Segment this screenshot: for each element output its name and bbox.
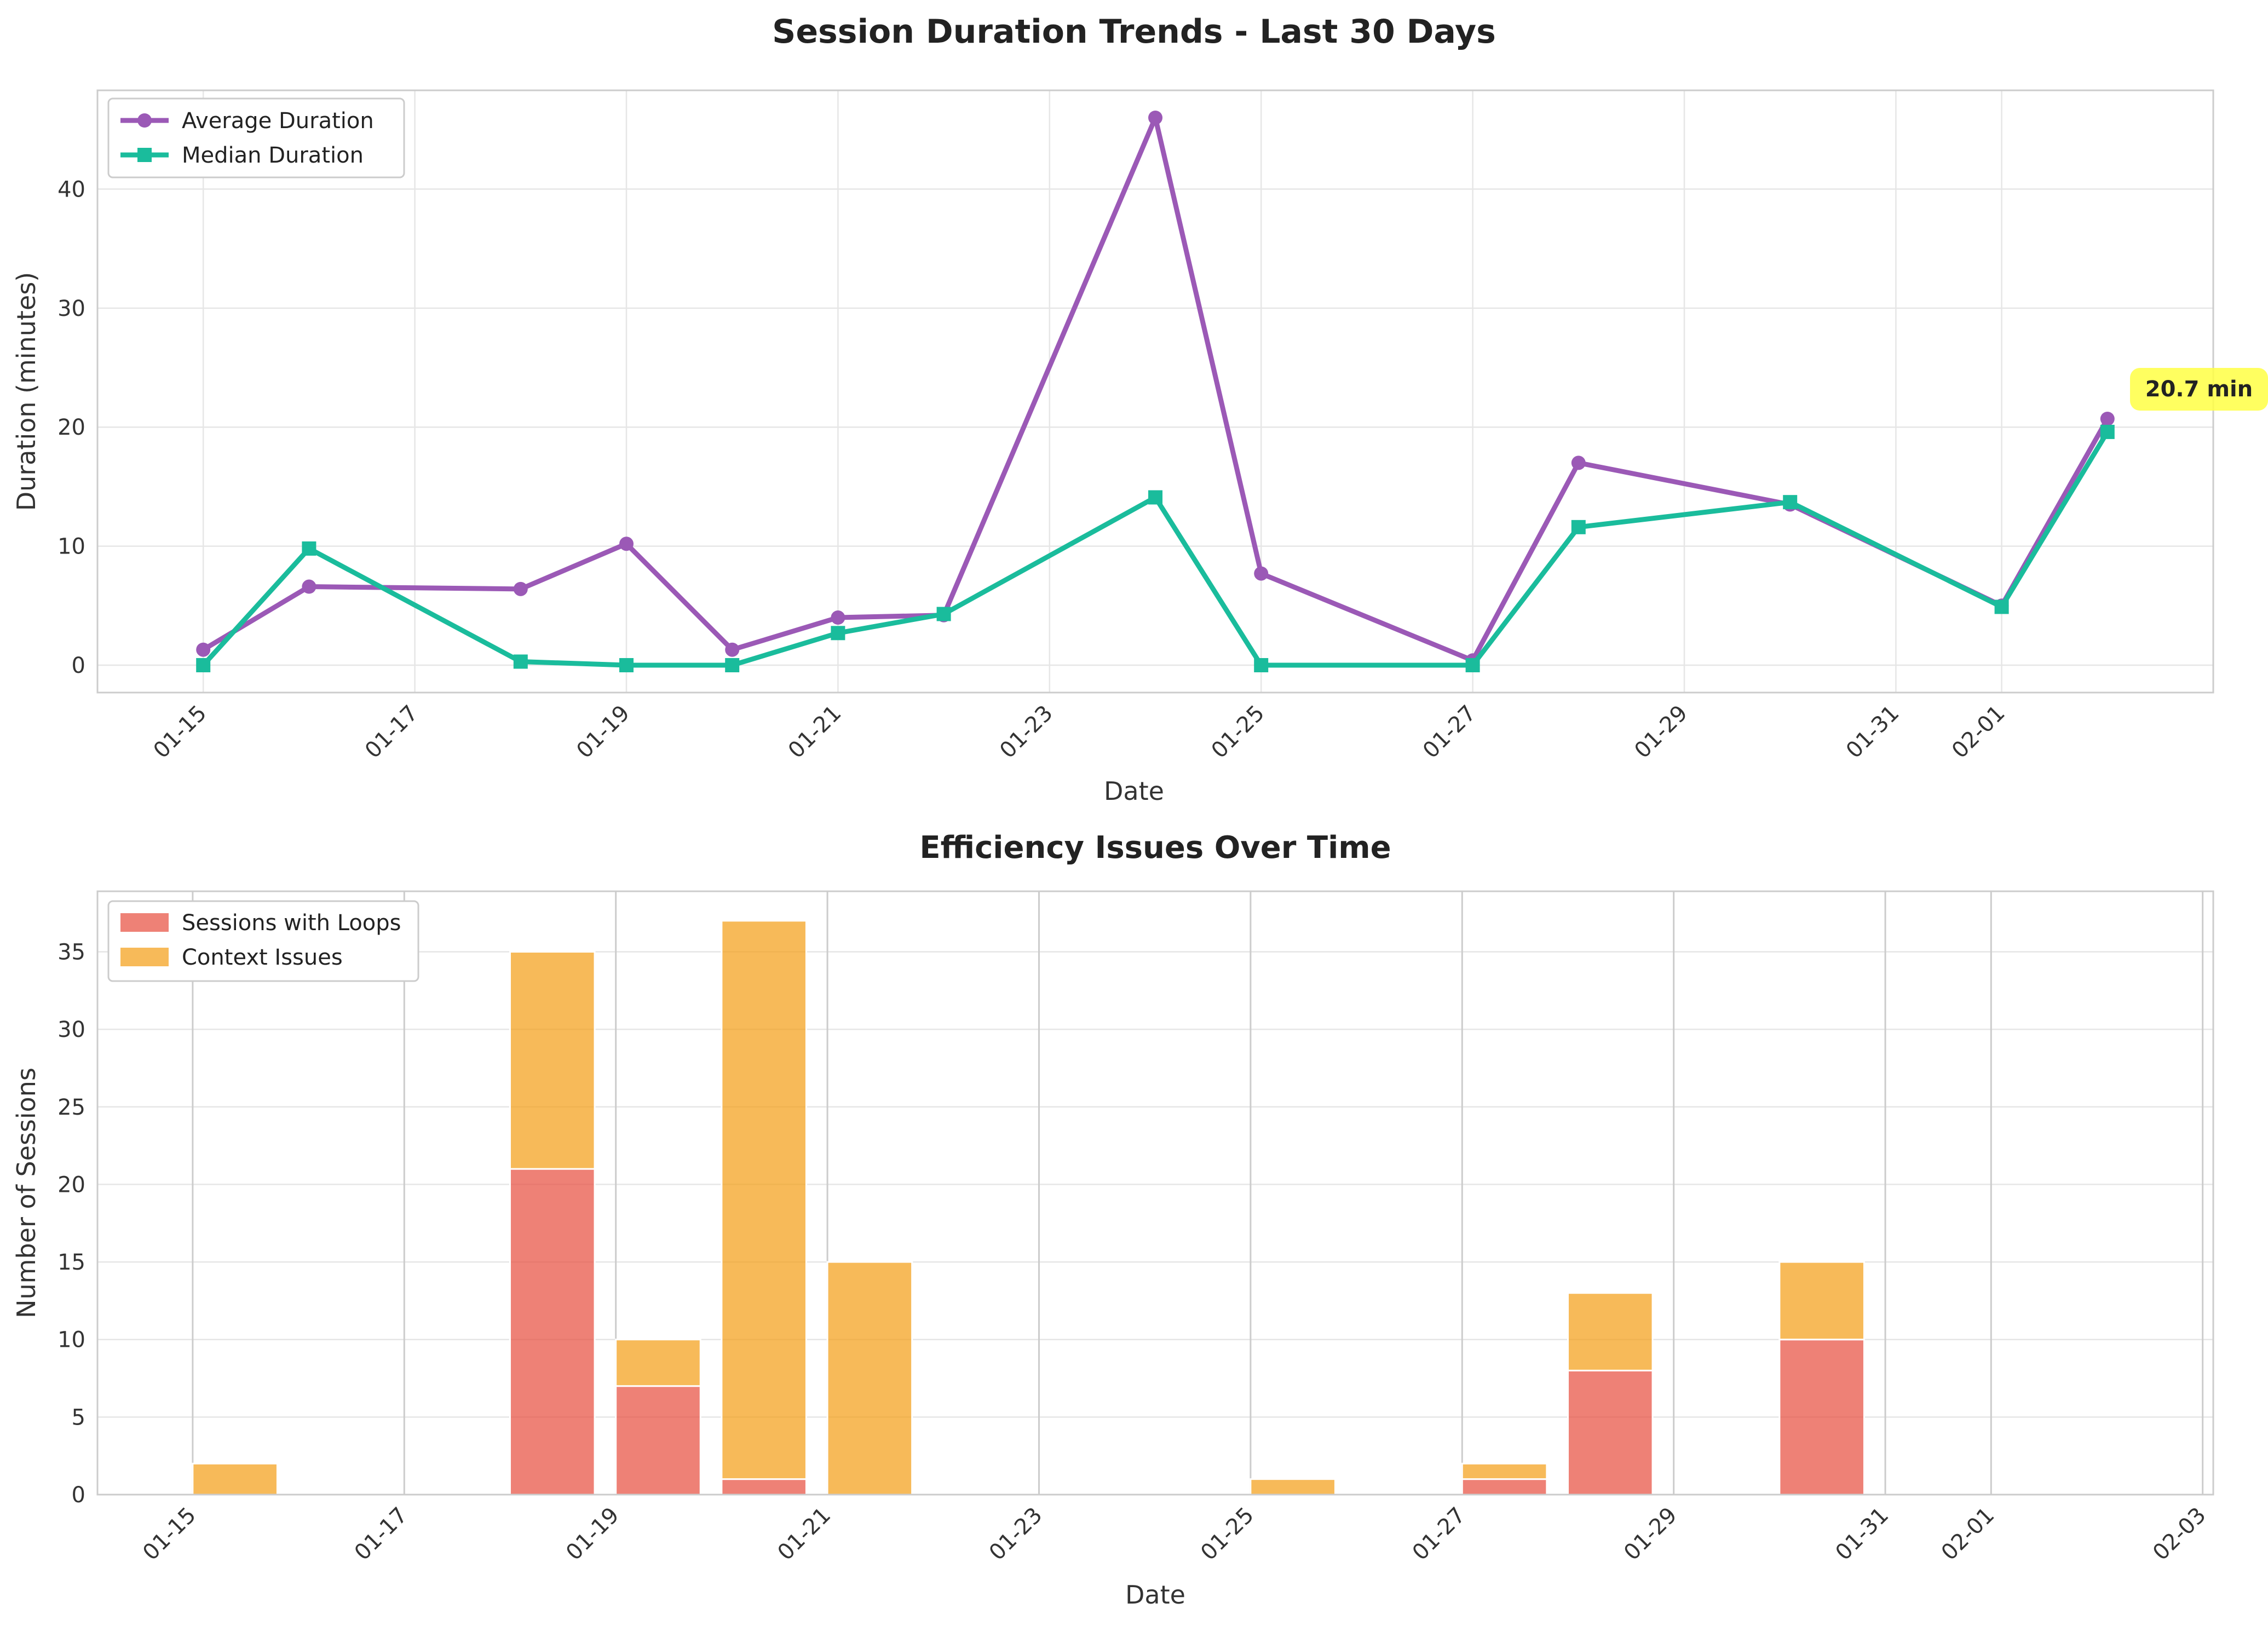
average-duration-point [513, 581, 528, 596]
duration-y-tick-label: 10 [57, 534, 85, 560]
legend-average-duration: Average Duration [182, 108, 374, 134]
loops-bar [509, 1168, 596, 1496]
duration-y-ticks: 0 10 20 30 40 [57, 177, 85, 678]
efficiency-bars [192, 920, 1865, 1496]
context-issues-bar [1250, 1478, 1336, 1496]
efficiency-y-tick-label: 35 [57, 939, 85, 965]
median-duration-point [1783, 495, 1798, 510]
legend-loops-swatch [120, 913, 169, 932]
duration-y-axis-label: Duration (minutes) [11, 272, 41, 511]
duration-chart-title: Session Duration Trends - Last 30 Days [772, 13, 1496, 51]
median-duration-point [1465, 658, 1480, 672]
median-duration-point [2100, 424, 2115, 439]
average-duration-point [619, 537, 634, 551]
median-duration-line [201, 430, 2110, 668]
efficiency-y-tick-label: 15 [57, 1250, 85, 1275]
context-issues-bar [826, 1261, 913, 1496]
duration-y-tick-label: 40 [57, 177, 85, 202]
context-issues-bar [192, 1462, 278, 1496]
annotation-text: 20.7 min [2145, 377, 2253, 402]
median-duration-point [1571, 520, 1586, 534]
context-issues-bar [1461, 1462, 1548, 1480]
average-duration-point [1254, 566, 1269, 581]
duration-y-tick-label: 30 [57, 296, 85, 321]
legend-median-duration: Median Duration [182, 143, 364, 168]
efficiency-y-tick-label: 25 [57, 1095, 85, 1120]
legend-context-swatch [120, 948, 169, 966]
legend-median-marker [137, 148, 152, 162]
average-duration-point [302, 579, 316, 594]
context-issues-bar [1567, 1292, 1654, 1371]
average-duration-line [202, 115, 2110, 663]
median-duration-point [1254, 658, 1269, 672]
median-duration-point [513, 654, 528, 669]
legend-average-marker [137, 113, 152, 128]
average-duration-point [2100, 412, 2115, 426]
efficiency-y-tick-label: 30 [57, 1017, 85, 1042]
median-duration-point [302, 541, 316, 556]
context-issues-bar [1778, 1261, 1865, 1341]
median-duration-point [936, 607, 951, 621]
median-duration-point [1994, 599, 2009, 614]
loops-bar [721, 1478, 807, 1496]
efficiency-y-tick-label: 20 [57, 1172, 85, 1197]
median-duration-point [831, 626, 845, 641]
context-issues-bar [721, 920, 807, 1480]
average-duration-point [1148, 111, 1162, 125]
efficiency-y-axis-label: Number of Sessions [11, 1068, 41, 1318]
duration-x-axis-label: Date [1104, 776, 1164, 806]
duration-legend: Average Duration Median Duration [107, 97, 405, 178]
duration-series [196, 111, 2115, 672]
last-value-annotation: 20.7 min [2130, 368, 2268, 411]
median-duration-point [725, 658, 740, 672]
efficiency-chart-title: Efficiency Issues Over Time [919, 830, 1391, 866]
efficiency-plot-frame [96, 890, 2214, 1496]
legend-sessions-with-loops: Sessions with Loops [182, 910, 401, 936]
efficiency-y-ticks: 0 5 10 15 20 25 30 35 [57, 939, 85, 1508]
average-duration-point [1571, 455, 1586, 470]
average-duration-point [725, 642, 740, 657]
legend-context-issues: Context Issues [182, 945, 343, 970]
median-duration-point [196, 658, 211, 672]
efficiency-x-axis-label: Date [1125, 1580, 1185, 1610]
median-duration-point [619, 658, 634, 672]
context-issues-bar [509, 950, 596, 1170]
loops-bar [1778, 1339, 1865, 1496]
context-issues-bar [615, 1339, 701, 1387]
average-duration-point [196, 642, 211, 657]
average-duration-point [831, 610, 845, 625]
efficiency-legend: Sessions with Loops Context Issues [107, 900, 419, 982]
efficiency-y-tick-label: 0 [72, 1483, 85, 1508]
loops-bar [1567, 1369, 1654, 1496]
efficiency-y-tick-label: 5 [72, 1405, 85, 1430]
efficiency-chart: Efficiency Issues Over Time 0 5 10 15 20 25 30… [11, 830, 2214, 1610]
median-duration-point [1148, 490, 1162, 505]
duration-y-tick-label: 20 [57, 415, 85, 440]
efficiency-y-tick-label: 10 [57, 1328, 85, 1353]
duration-grid [97, 90, 2213, 693]
loops-bar [1461, 1478, 1548, 1496]
loops-bar [615, 1385, 701, 1496]
duration-y-tick-label: 0 [72, 653, 85, 678]
